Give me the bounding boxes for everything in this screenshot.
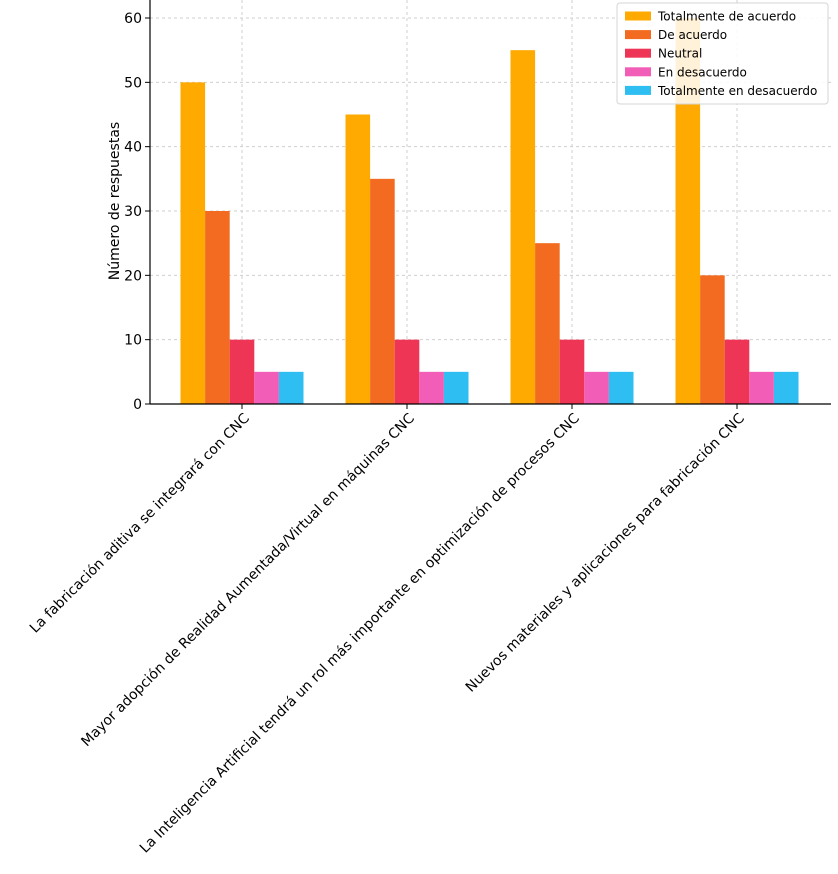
legend-label-1: Totalmente de acuerdo	[657, 10, 796, 24]
bar-3-series-3	[559, 339, 585, 404]
bar-2-series-4	[419, 371, 444, 404]
axes-layer	[149, 0, 831, 405]
legend-label-4: En desacuerdo	[658, 65, 747, 79]
legend-swatch-3	[625, 48, 651, 58]
legend-swatch-4	[625, 67, 651, 77]
y-tick-label-0: 0	[133, 397, 142, 413]
bar-3-series-1	[510, 50, 536, 405]
y-tick-label-40: 40	[124, 140, 142, 156]
bar-3-series-4	[584, 371, 609, 404]
bar-2-series-3	[394, 339, 420, 404]
y-tick-label-30: 30	[124, 204, 142, 220]
bar-2-series-2	[370, 178, 395, 404]
category-labels-layer: La fabricación aditiva se integrará con …	[27, 404, 748, 856]
bar-1-series-2	[205, 211, 230, 404]
y-axis-title: Número de respuestas	[107, 122, 123, 280]
legend: Totalmente de acuerdo De acuerdo Neutral En…	[616, 2, 829, 105]
category-label-2: Mayor adopción de Realidad Aumentada/Vir…	[78, 410, 418, 750]
bar-1-series-5	[278, 371, 304, 404]
y-tick-label-10: 10	[124, 333, 142, 349]
category-label-4: Nuevos materiales y aplicaciones para fa…	[463, 410, 748, 695]
bar-4-series-4	[749, 371, 774, 404]
bar-2-series-5	[443, 371, 469, 404]
y-tick-label-60: 60	[124, 11, 142, 27]
bar-4-series-5	[773, 371, 799, 404]
ticks-layer: 0 10 20 30 40 50 60	[124, 11, 150, 413]
bar-2-series-1	[345, 114, 371, 404]
bar-1-series-1	[180, 82, 206, 404]
y-tick-label-50: 50	[124, 75, 142, 91]
bar-1-series-4	[254, 371, 279, 404]
legend-swatch-1	[625, 11, 651, 21]
bar-3-series-5	[608, 371, 634, 404]
legend-label-3: Neutral	[658, 47, 702, 61]
bars-layer	[180, 18, 799, 405]
bar-3-series-2	[535, 243, 560, 404]
legend-swatch-2	[625, 30, 651, 40]
bar-1-series-3	[229, 339, 255, 404]
y-tick-label-20: 20	[124, 268, 142, 284]
legend-label-2: De acuerdo	[658, 28, 727, 42]
bar-4-series-2	[700, 275, 725, 404]
legend-box	[616, 2, 829, 105]
legend-label-5: Totalmente en desacuerdo	[657, 84, 817, 98]
legend-swatch-5	[625, 85, 651, 95]
bar-4-series-3	[724, 339, 750, 404]
